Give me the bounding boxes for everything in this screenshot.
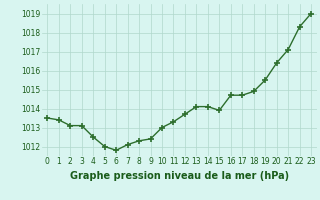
X-axis label: Graphe pression niveau de la mer (hPa): Graphe pression niveau de la mer (hPa) <box>70 171 289 181</box>
